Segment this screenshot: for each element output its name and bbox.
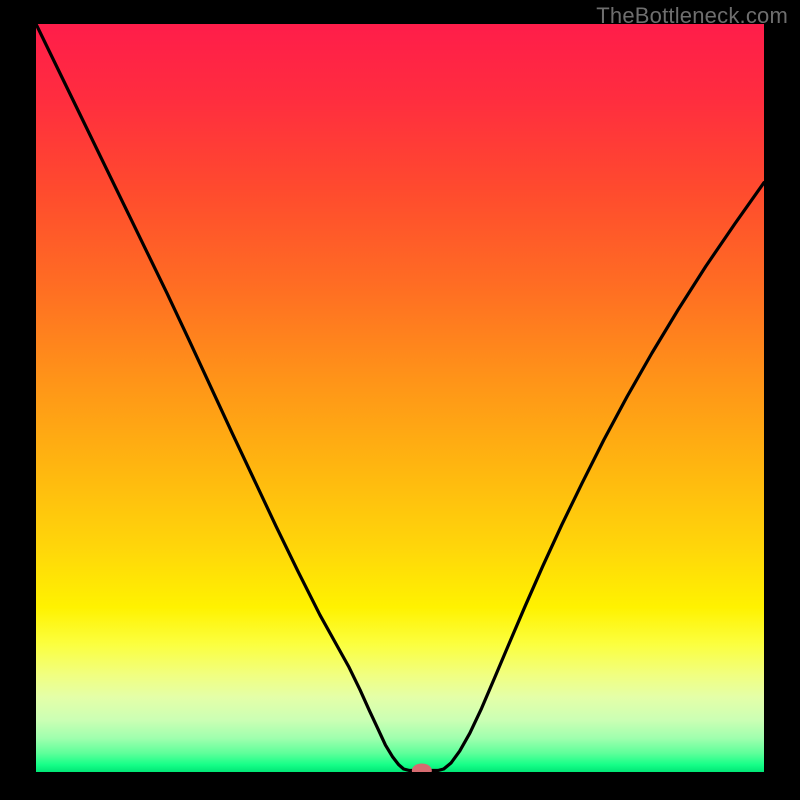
plot-area [36,24,764,772]
bottleneck-curve-chart [36,24,764,772]
watermark-text: TheBottleneck.com [596,3,788,29]
gradient-background [36,24,764,772]
chart-frame: TheBottleneck.com [0,0,800,800]
